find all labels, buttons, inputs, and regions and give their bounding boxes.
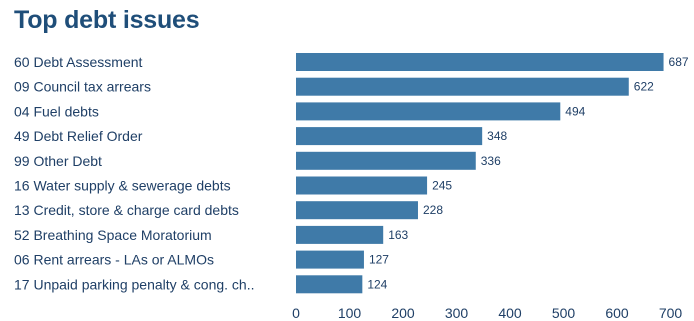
- bar[interactable]: [296, 275, 363, 294]
- bar[interactable]: [296, 225, 384, 244]
- category-label: 49 Debt Relief Order: [14, 128, 143, 144]
- data-label: 127: [369, 253, 389, 267]
- chart-title: Top debt issues: [14, 6, 200, 34]
- x-tick-label: 100: [338, 305, 362, 321]
- category-label: 16 Water supply & sewerage debts: [14, 178, 231, 194]
- x-tick-label: 700: [659, 305, 683, 321]
- data-label: 622: [634, 80, 654, 94]
- x-tick-label: 200: [391, 305, 415, 321]
- bar[interactable]: [296, 151, 476, 170]
- bar[interactable]: [296, 201, 418, 220]
- data-label: 124: [367, 277, 387, 291]
- bar[interactable]: [296, 77, 629, 96]
- data-label: 245: [432, 179, 452, 193]
- data-label: 163: [388, 228, 408, 242]
- category-label: 13 Credit, store & charge card debts: [14, 202, 239, 218]
- bar[interactable]: [296, 102, 561, 121]
- category-label: 17 Unpaid parking penalty & cong. ch..: [14, 276, 255, 292]
- category-label: 06 Rent arrears - LAs or ALMOs: [14, 252, 214, 268]
- category-label: 04 Fuel debts: [14, 103, 99, 119]
- bar[interactable]: [296, 53, 664, 71]
- x-tick-label: 500: [552, 305, 576, 321]
- category-label: 99 Other Debt: [14, 153, 102, 169]
- data-label: 687: [669, 55, 689, 69]
- data-label: 228: [423, 203, 443, 217]
- data-label: 336: [481, 154, 501, 168]
- category-label: 09 Council tax arrears: [14, 79, 151, 95]
- x-tick-label: 0: [292, 305, 300, 321]
- category-label: 52 Breathing Space Moratorium: [14, 227, 212, 243]
- bar[interactable]: [296, 127, 483, 146]
- bar[interactable]: [296, 176, 428, 195]
- x-tick-label: 600: [605, 305, 629, 321]
- data-label: 348: [487, 129, 507, 143]
- data-label: 494: [565, 104, 585, 118]
- bar[interactable]: [296, 250, 364, 269]
- x-tick-label: 300: [445, 305, 469, 321]
- category-label: 60 Debt Assessment: [14, 54, 143, 70]
- x-tick-label: 400: [498, 305, 522, 321]
